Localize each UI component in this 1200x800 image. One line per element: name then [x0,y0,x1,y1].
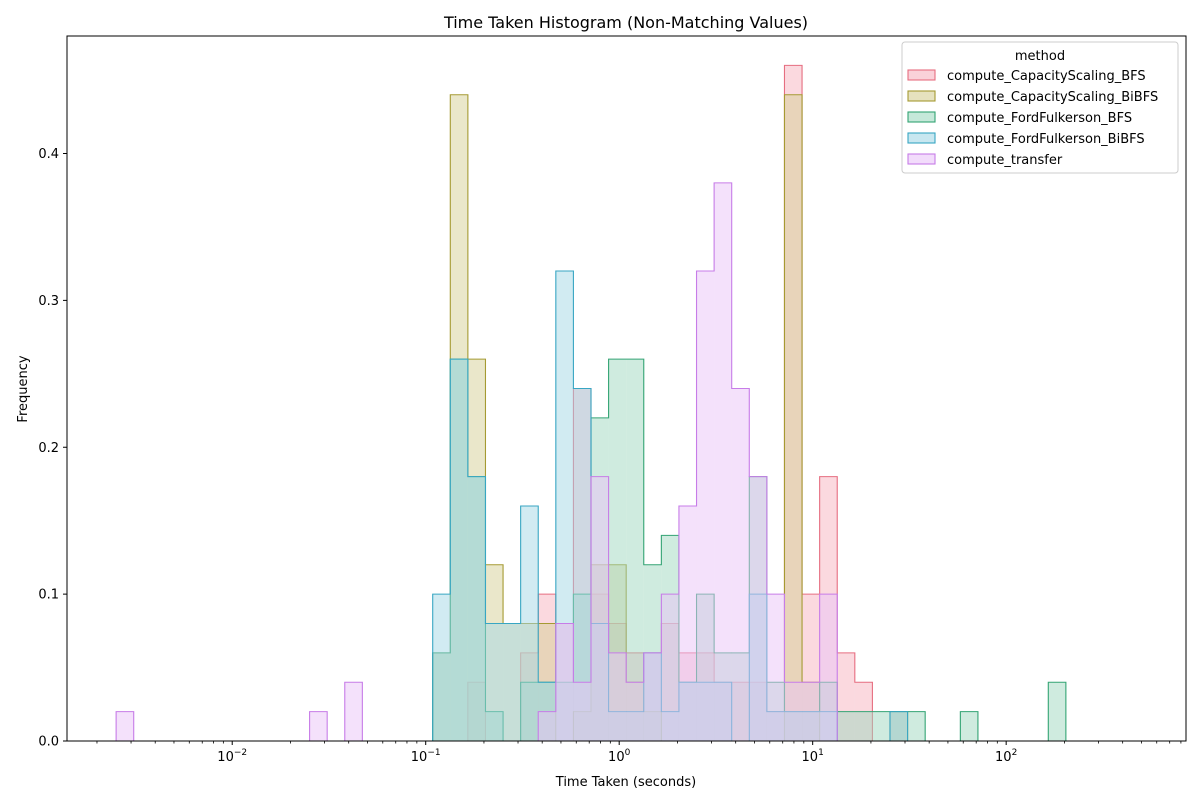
y-axis-label: Frequency [16,355,31,422]
legend-swatch [907,90,936,102]
y-tick-label: 0.2 [38,441,59,456]
bar-compute_transfer-24 [538,711,556,741]
bar-compute_transfer-37 [766,594,785,741]
legend-entry: compute_transfer [947,153,1063,168]
bar-compute_transfer-39 [802,682,820,741]
legend-entry: compute_FordFulkerson_BFS [947,111,1132,126]
y-tick-label: 0.0 [38,735,59,750]
y-tick-label: 0.3 [38,294,59,309]
bar-compute_transfer-13 [344,682,363,741]
bar-compute_transfer-26 [573,682,591,741]
bar-compute_transfer-0 [116,711,134,741]
bar-compute_transfer-25 [555,623,574,741]
legend-box [901,41,1179,174]
bar-compute_FordFulkerson_BFS-41 [837,711,855,741]
bar-compute_FordFulkerson_BiBFS-23 [520,506,539,741]
bar-compute_transfer-30 [643,652,662,741]
bar-compute_FordFulkerson_BiBFS-18 [432,594,451,741]
bar-compute_FordFulkerson_BiBFS-26 [573,388,591,741]
legend: method compute_CapacityScaling_BFScompute… [901,41,1179,174]
chart-title: Time Taken Histogram (Non-Matching Value… [443,13,808,32]
bar-compute_FordFulkerson_BiBFS-44 [889,711,908,741]
bar-compute_FordFulkerson_BFS-42 [854,711,873,741]
x-tick-label: 10−2 [217,748,247,765]
legend-entry: compute_FordFulkerson_BiBFS [947,132,1145,147]
bar-compute_transfer-32 [678,506,697,741]
x-tick-label: 100 [608,748,631,765]
bar-compute_FordFulkerson_BiBFS-19 [450,359,468,741]
bar-compute_FordFulkerson_BFS-48 [960,711,978,741]
bar-compute_transfer-28 [608,652,627,741]
bar-compute_FordFulkerson_BFS-29 [626,359,644,741]
series-compute_transfer [115,182,838,742]
bar-compute_transfer-31 [661,594,679,741]
x-tick-label: 101 [802,748,824,765]
x-axis-label: Time Taken (seconds) [555,775,696,790]
bar-compute_FordFulkerson_BiBFS-21 [485,623,504,741]
y-tick-label: 0.4 [38,147,59,162]
legend-entry: compute_CapacityScaling_BiBFS [947,90,1158,105]
bar-compute_FordFulkerson_BFS-28 [608,359,627,741]
x-axis: 10−2 10−1 100 101 102 [96,741,1182,765]
bar-compute_transfer-36 [749,476,767,741]
bar-compute_transfer-35 [731,388,750,741]
bar-compute_transfer-38 [784,682,803,741]
legend-entry: compute_CapacityScaling_BFS [947,69,1146,84]
bar-compute_transfer-33 [696,271,715,741]
bar-compute_transfer-40 [819,594,838,741]
bar-compute_transfer-27 [591,476,609,741]
y-axis: 0.0 0.1 0.2 0.3 0.4 [38,147,67,750]
bar-compute_transfer-11 [309,711,328,741]
plot-area [115,64,1067,742]
legend-swatch [907,111,936,123]
bar-compute_transfer-29 [626,682,644,741]
y-tick-label: 0.1 [38,588,59,603]
legend-swatch [907,132,936,144]
legend-title: method [1015,49,1065,64]
bar-compute_CapacityScaling_BiBFS-38 [784,94,803,741]
bar-compute_FordFulkerson_BiBFS-20 [467,476,486,741]
legend-swatch [907,153,936,165]
x-tick-label: 102 [995,748,1017,765]
x-tick-label: 10−1 [411,748,441,765]
bar-compute_transfer-34 [714,182,732,741]
legend-swatch [907,69,936,81]
bar-compute_FordFulkerson_BFS-53 [1048,682,1066,741]
bar-compute_FordFulkerson_BiBFS-22 [503,623,521,741]
axes-frame [66,35,1187,742]
bar-compute_FordFulkerson_BFS-45 [907,711,926,741]
bar-compute_FordFulkerson_BFS-43 [872,711,890,741]
